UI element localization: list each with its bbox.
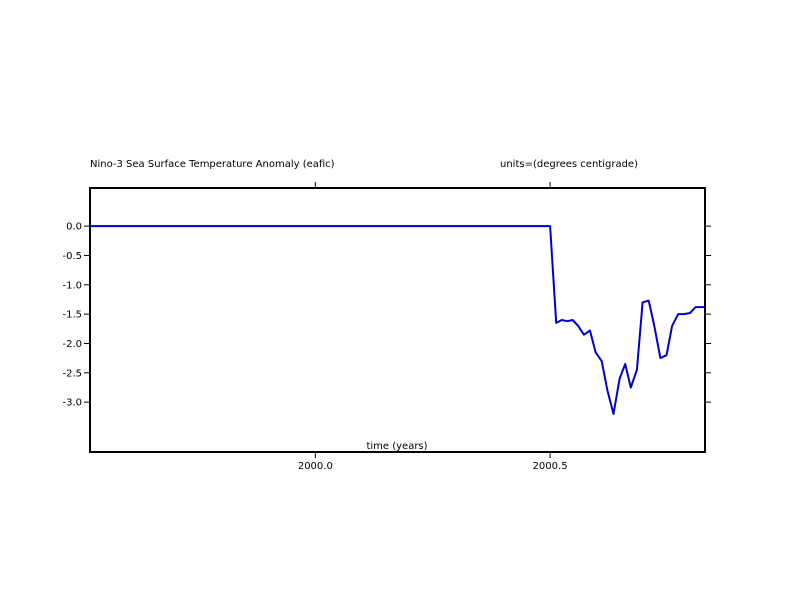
- y-tick-label: -1.5: [62, 310, 82, 321]
- series-line: [90, 225, 705, 415]
- chart-title: Nino-3 Sea Surface Temperature Anomaly (…: [90, 159, 335, 170]
- y-tick-label: 0.0: [66, 222, 82, 233]
- y-tick-label: -1.0: [62, 280, 82, 291]
- y-tick-label: -0.5: [62, 251, 82, 262]
- x-tick-label: 2000.0: [298, 461, 333, 472]
- y-tick-label: -2.5: [62, 368, 82, 379]
- y-tick-label: -3.0: [62, 398, 82, 409]
- y-tick-label: -2.0: [62, 339, 82, 350]
- x-tick-label: 2000.5: [533, 461, 568, 472]
- ticks-group: [84, 182, 711, 458]
- labels-group: 0.0 -0.5 -1.0 -1.5 -2.0 -2.5 -3.0 2000.0 2000.5: [62, 222, 567, 472]
- units-label: units=(degrees centigrade): [500, 159, 638, 170]
- plot-frame: [89, 187, 706, 453]
- x-axis-label: time (years): [366, 441, 427, 452]
